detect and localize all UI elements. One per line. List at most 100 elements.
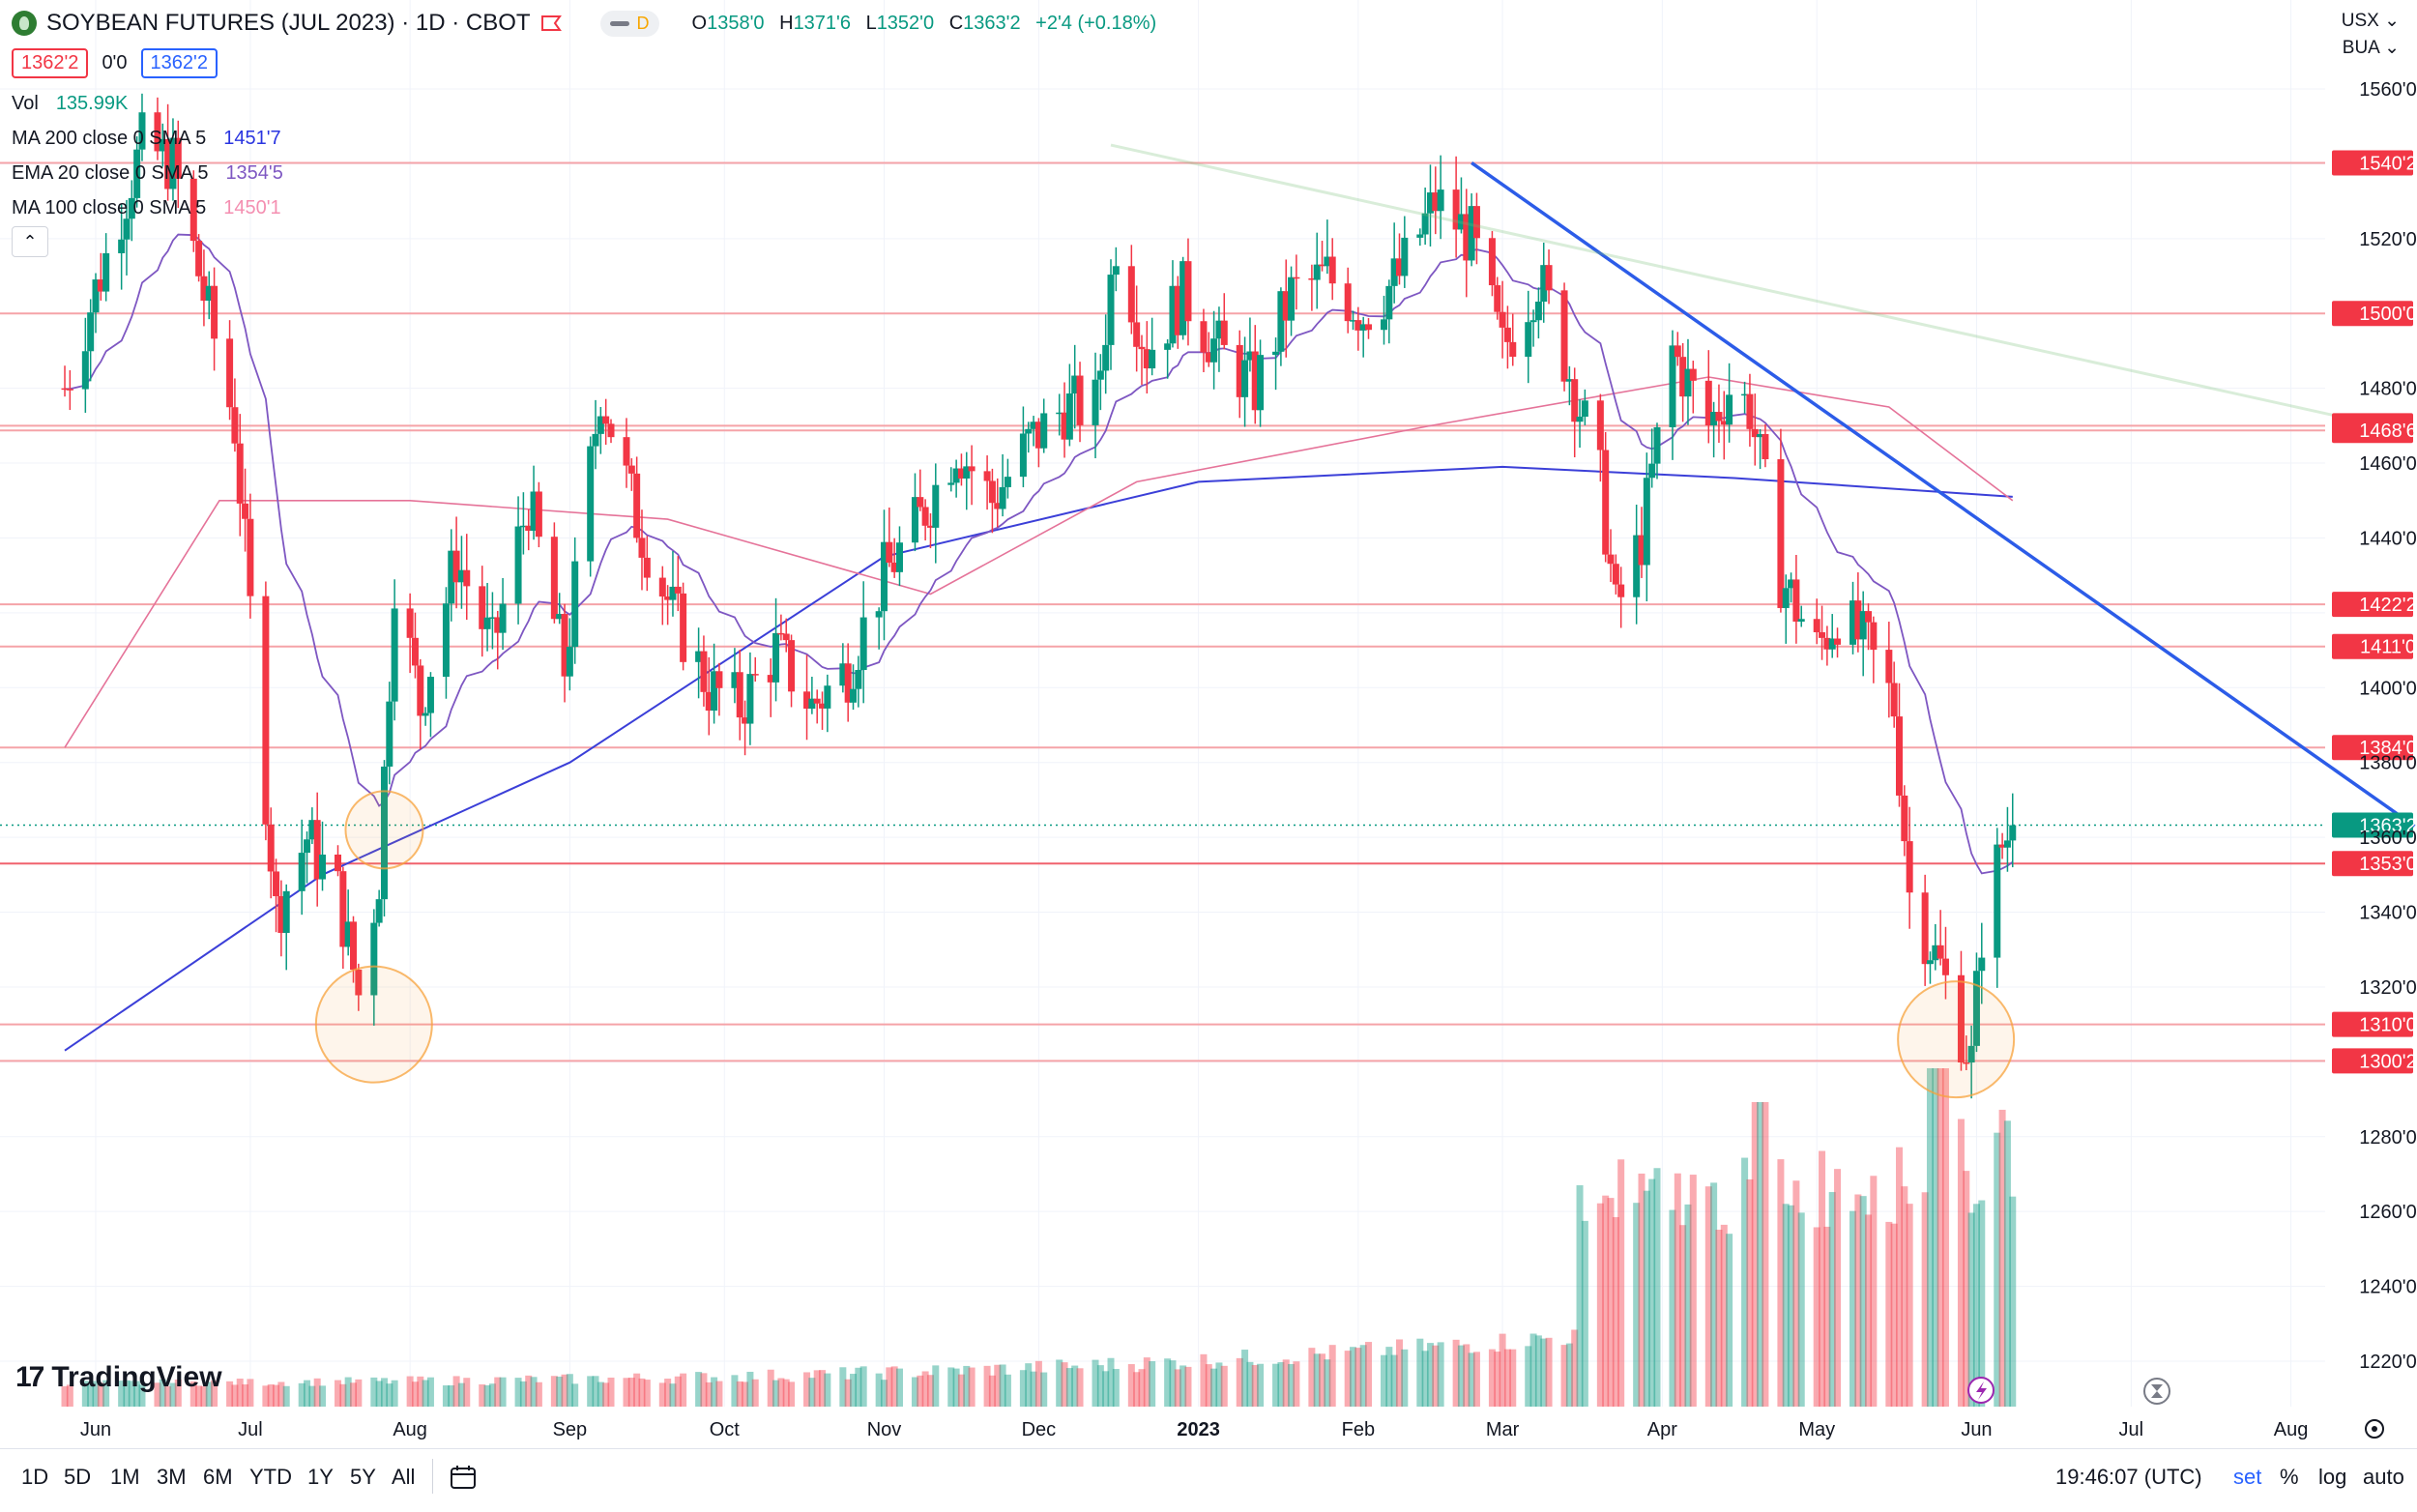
level-price-tag: [2332, 851, 2413, 877]
candle-body: [483, 617, 491, 629]
range-5y[interactable]: 5Y: [350, 1465, 376, 1489]
flag-icon[interactable]: [540, 15, 562, 32]
volume-bar: [1596, 1203, 1604, 1407]
status-dash-icon: [609, 20, 629, 26]
volume-bar: [917, 1375, 924, 1407]
ohlc-low: 1352'0: [876, 12, 935, 34]
candle-body: [1468, 206, 1475, 261]
range-1d[interactable]: 1D: [21, 1465, 49, 1489]
level-price-label: 1468'6: [2359, 421, 2416, 442]
candle-body: [442, 603, 450, 678]
exchange-selector[interactable]: BUA ⌄: [2342, 38, 2400, 58]
auto-toggle[interactable]: auto: [2363, 1465, 2404, 1489]
price-axis-label: 1460'0: [2359, 453, 2416, 475]
symbol-title[interactable]: SOYBEAN FUTURES (JUL 2023) · 1D · CBOT: [46, 10, 531, 36]
volume-bar: [355, 1379, 363, 1407]
range-5d[interactable]: 5D: [64, 1465, 92, 1489]
volume-bar: [1246, 1361, 1254, 1407]
sell-button[interactable]: 1362'2: [12, 48, 89, 78]
volume-bar: [1612, 1217, 1619, 1407]
candle-body: [1715, 412, 1723, 422]
candle-body: [1365, 324, 1373, 331]
volume-bar: [1720, 1224, 1728, 1407]
volume-bar: [1963, 1171, 1970, 1407]
hourglass-icon: [2143, 1378, 2170, 1405]
volume-bar: [1174, 1369, 1181, 1407]
candle-body: [1210, 338, 1218, 363]
tradingview-mark-icon: 17: [15, 1361, 44, 1393]
volume-bar: [205, 1381, 213, 1407]
highlight-circle: [314, 965, 433, 1084]
range-all[interactable]: All: [392, 1465, 416, 1489]
data-status-pill[interactable]: D: [599, 10, 659, 37]
candle-body: [633, 473, 641, 538]
session-toggle[interactable]: set: [2233, 1465, 2262, 1489]
candle-body: [1308, 277, 1316, 280]
candle-body: [1164, 343, 1172, 350]
percent-toggle[interactable]: %: [2280, 1465, 2299, 1489]
candle-body: [1534, 302, 1542, 321]
volume-bar: [1890, 1223, 1898, 1407]
candle-body: [448, 550, 455, 604]
tradingview-logo[interactable]: 17 TradingView: [15, 1361, 222, 1394]
buy-button[interactable]: 1362'2: [140, 48, 218, 78]
volume-bar: [1710, 1182, 1718, 1407]
volume-bar: [195, 1385, 203, 1407]
candle-body: [695, 651, 703, 662]
candle-body: [839, 663, 847, 686]
volume-bar: [1344, 1351, 1352, 1407]
volume-bar: [1241, 1350, 1249, 1407]
range-1y[interactable]: 1Y: [307, 1465, 334, 1489]
volume-bar: [164, 1385, 172, 1407]
candle-body: [200, 276, 208, 301]
trendline: [1471, 161, 2416, 828]
indicator-vol[interactable]: Vol 135.99K: [12, 93, 129, 114]
volume-bar: [448, 1384, 455, 1407]
bottom-toolbar: 1D 5D 1M 3M 6M YTD 1Y 5Y All 19:46:07 (U…: [0, 1448, 2417, 1512]
volume-bar: [1782, 1204, 1790, 1407]
candle-body: [947, 482, 955, 485]
range-6m[interactable]: 6M: [203, 1465, 233, 1489]
indicator-ema20[interactable]: EMA 20 close 0 SMA 5 1354'5: [12, 162, 283, 184]
indicator-ma200[interactable]: MA 200 close 0 SMA 5 1451'7: [12, 128, 281, 149]
candle-body: [1751, 428, 1759, 438]
volume-bar: [1849, 1210, 1857, 1407]
soybean-logo-icon: [12, 11, 37, 36]
candle-body: [782, 633, 790, 641]
level-price-tag: [2332, 1011, 2413, 1037]
volume-bar: [643, 1380, 651, 1407]
calendar-goto-icon[interactable]: [449, 1463, 478, 1492]
candle-body: [514, 526, 522, 604]
trade-price-box: 1362'2 0'0 1362'2: [12, 48, 218, 78]
volume-bar: [957, 1374, 965, 1407]
candle-body: [1061, 412, 1068, 440]
level-price-tag: [2332, 592, 2413, 618]
range-1m[interactable]: 1M: [110, 1465, 140, 1489]
unit-selector[interactable]: USX ⌄: [2341, 11, 2400, 31]
volume-bar: [1602, 1195, 1610, 1407]
volume-bar: [417, 1376, 424, 1407]
indicator-ma100[interactable]: MA 100 close 0 SMA 5 1450'1: [12, 197, 281, 218]
clock-time[interactable]: 19:46:07 (UTC): [2055, 1465, 2202, 1489]
volume-bar: [1762, 1102, 1769, 1407]
currency-selector[interactable]: USX ⌄ BUA ⌄: [2342, 8, 2400, 62]
candle-body: [1859, 611, 1867, 640]
volume-bar: [1545, 1337, 1553, 1407]
log-toggle[interactable]: log: [2318, 1465, 2347, 1489]
volume-bar: [1906, 1204, 1913, 1407]
volume-bar: [1365, 1342, 1373, 1407]
candle-body: [1560, 290, 1568, 382]
volume-bar: [1792, 1180, 1800, 1407]
range-ytd[interactable]: YTD: [249, 1465, 292, 1489]
candle-body: [118, 239, 126, 253]
candle-body: [231, 407, 239, 444]
collapse-legend-button[interactable]: ⌃: [12, 226, 48, 257]
volume-bar: [1560, 1345, 1568, 1407]
volume-bar: [880, 1380, 888, 1407]
volume-bar: [999, 1364, 1006, 1407]
range-3m[interactable]: 3M: [157, 1465, 187, 1489]
volume-bar: [623, 1378, 630, 1407]
current-price-label: 1363'2: [2359, 816, 2416, 837]
volume-bar: [457, 1382, 465, 1407]
